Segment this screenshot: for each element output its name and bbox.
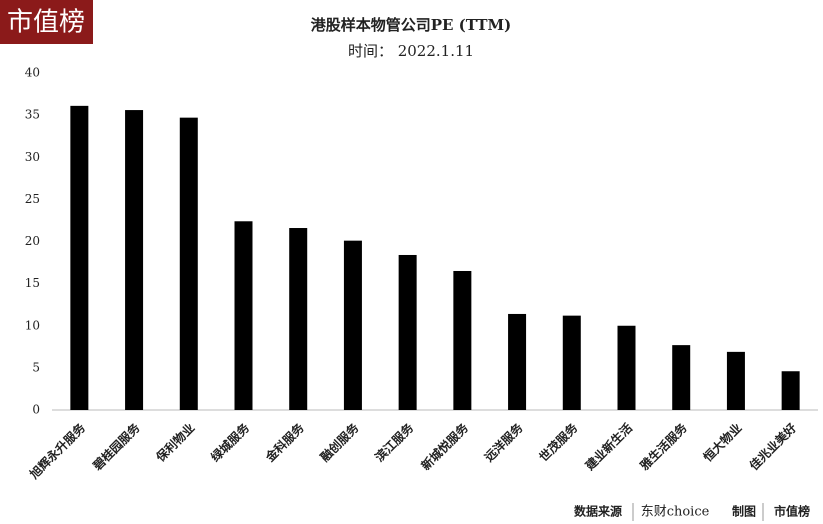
y-tick-label: 20 (25, 234, 40, 248)
x-tick-label: 绿城服务 (208, 419, 253, 464)
y-tick-label: 35 (25, 108, 40, 122)
chart-subtitle: 时间： 2022.1.11 (348, 42, 474, 60)
credit: 市值榜 (774, 504, 810, 519)
bar (453, 270, 472, 410)
bar (781, 371, 800, 410)
source-label: 数据来源 (574, 504, 622, 519)
y-tick-label: 15 (25, 276, 40, 290)
x-tick-label: 建业新生活 (581, 420, 635, 474)
source: 东财choice (641, 505, 710, 520)
bar (398, 254, 417, 410)
y-tick-label: 5 (32, 360, 40, 374)
x-tick-label: 佳兆业美好 (746, 420, 799, 473)
bar (179, 117, 198, 410)
x-tick-label: 雅生活服务 (636, 419, 690, 473)
bar (125, 110, 144, 410)
bar (234, 221, 253, 410)
y-tick-label: 10 (25, 318, 40, 332)
x-tick-label: 旭辉永升服务 (26, 419, 89, 482)
x-tick-label: 世茂服务 (536, 419, 581, 464)
bar (508, 313, 527, 410)
y-tick-label: 30 (25, 150, 40, 164)
y-tick-label: 0 (32, 403, 40, 417)
y-tick-label: 40 (25, 66, 40, 80)
x-tick-label: 金科服务 (262, 419, 308, 465)
logo-box (0, 0, 93, 44)
x-tick-label: 滨江服务 (372, 419, 417, 464)
x-tick-label: 融创服务 (317, 419, 362, 464)
bar (343, 240, 362, 410)
logo: 市值榜 (7, 8, 85, 38)
chart-title: 港股样本物管公司PE (TTM) (311, 16, 512, 34)
credit-label: 制图 (732, 504, 756, 519)
x-tick-label: 恒大物业 (700, 420, 745, 465)
bar (562, 315, 581, 410)
bar (672, 345, 691, 410)
x-tick-label: 远洋服务 (481, 419, 526, 464)
x-tick-label: 新城悦服务 (418, 419, 472, 473)
bar (726, 351, 745, 410)
x-tick-label: 碧桂园服务 (89, 419, 143, 473)
x-tick-label: 保利物业 (152, 420, 197, 465)
y-tick-label: 25 (25, 192, 40, 206)
bar (70, 105, 89, 411)
bar (617, 325, 636, 410)
bar (289, 228, 308, 410)
